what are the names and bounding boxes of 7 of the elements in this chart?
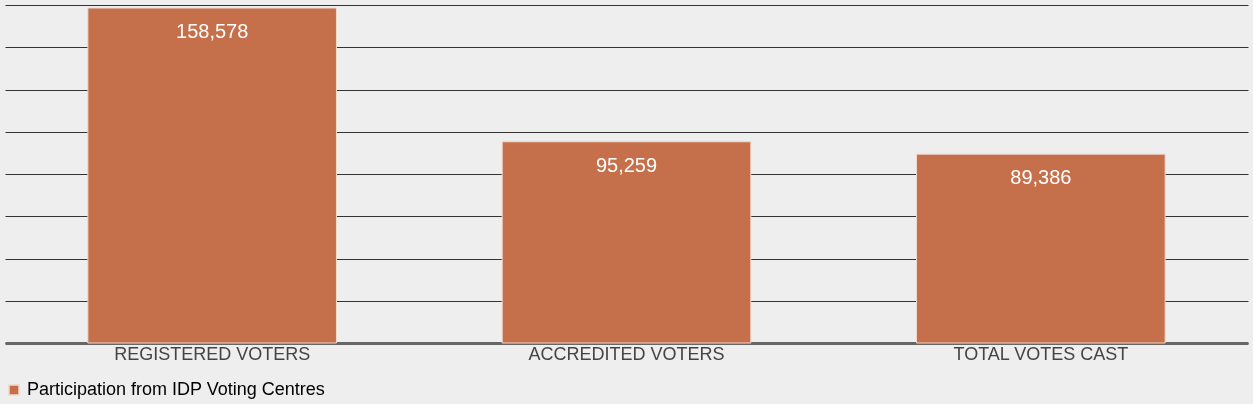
x-tick-label: REGISTERED VOTERS <box>114 343 311 364</box>
x-tick-label: TOTAL VOTES CAST <box>953 343 1129 364</box>
data-label: 89,386 <box>1010 166 1072 189</box>
data-label: 158,578 <box>176 20 249 42</box>
legend-label: Participation from IDP Voting Centres <box>27 379 325 399</box>
data-label: 95,259 <box>595 153 658 176</box>
x-tick-label: ACCREDITED VOTERS <box>528 343 725 364</box>
